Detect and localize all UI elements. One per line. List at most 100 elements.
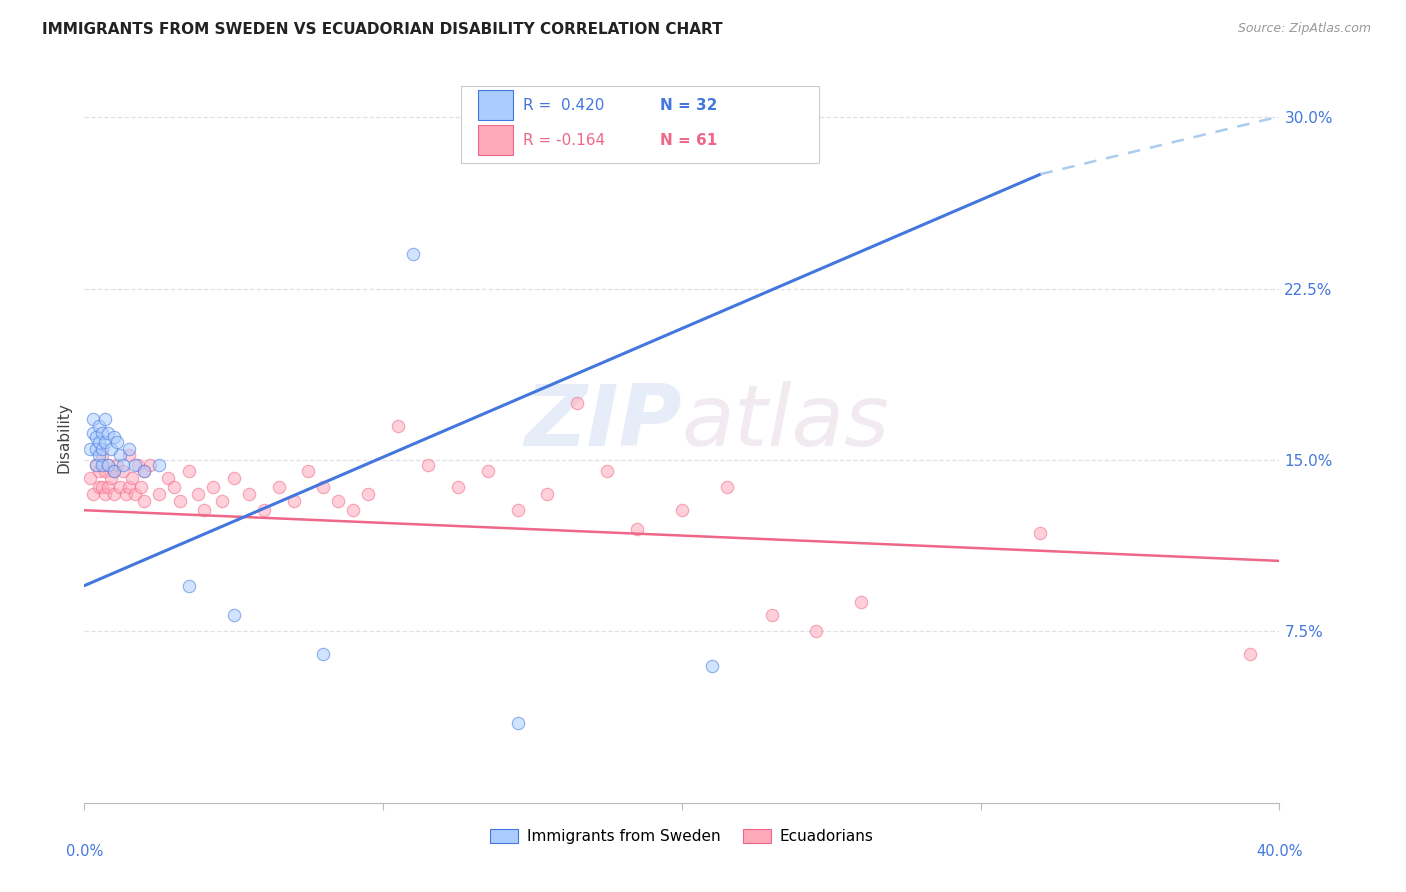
Point	[89, 464, 111, 478]
Point	[177, 464, 200, 478]
Text: IMMIGRANTS FROM SWEDEN VS ECUADORIAN DISABILITY CORRELATION CHART: IMMIGRANTS FROM SWEDEN VS ECUADORIAN DIS…	[42, 22, 723, 37]
Point	[132, 494, 156, 508]
Point	[124, 458, 146, 472]
Point	[97, 425, 120, 440]
Point	[89, 418, 111, 433]
Point	[1029, 526, 1052, 541]
Point	[94, 434, 117, 449]
Point	[82, 487, 104, 501]
Point	[97, 480, 120, 494]
Point	[115, 487, 138, 501]
Point	[806, 624, 828, 639]
Point	[267, 480, 290, 494]
Point	[94, 412, 117, 426]
Point	[761, 608, 783, 623]
Point	[91, 442, 114, 456]
Point	[94, 464, 117, 478]
Point	[91, 449, 114, 463]
Text: ZIP: ZIP	[524, 381, 682, 464]
Point	[148, 458, 170, 472]
Point	[89, 434, 111, 449]
Point	[132, 464, 156, 478]
Point	[222, 608, 245, 623]
Point	[201, 480, 224, 494]
Point	[312, 647, 335, 661]
Text: Source: ZipAtlas.com: Source: ZipAtlas.com	[1237, 22, 1371, 36]
Point	[91, 480, 114, 494]
Point	[118, 442, 141, 456]
Point	[387, 418, 409, 433]
Point	[124, 487, 146, 501]
Text: 0.0%: 0.0%	[66, 844, 103, 859]
Point	[112, 464, 135, 478]
Point	[97, 458, 120, 472]
Point	[169, 494, 191, 508]
Point	[253, 503, 276, 517]
Point	[129, 480, 152, 494]
Point	[283, 494, 305, 508]
FancyBboxPatch shape	[478, 89, 513, 120]
Point	[238, 487, 260, 501]
Point	[297, 464, 319, 478]
Point	[626, 521, 648, 535]
Point	[193, 503, 215, 517]
Point	[139, 458, 162, 472]
Point	[121, 471, 143, 485]
Point	[79, 442, 101, 456]
FancyBboxPatch shape	[478, 125, 513, 155]
Point	[94, 487, 117, 501]
Point	[447, 480, 470, 494]
Point	[110, 480, 132, 494]
Point	[86, 442, 108, 456]
Point	[328, 494, 350, 508]
Point	[1239, 647, 1261, 661]
Point	[112, 458, 135, 472]
Point	[163, 480, 186, 494]
Point	[222, 471, 245, 485]
Point	[100, 442, 122, 456]
Point	[506, 715, 529, 730]
Legend: Immigrants from Sweden, Ecuadorians: Immigrants from Sweden, Ecuadorians	[484, 822, 880, 850]
Text: N = 61: N = 61	[661, 133, 717, 147]
Point	[89, 449, 111, 463]
Point	[89, 480, 111, 494]
Point	[105, 458, 128, 472]
Point	[82, 412, 104, 426]
Point	[211, 494, 233, 508]
Point	[416, 458, 439, 472]
Point	[157, 471, 180, 485]
Point	[105, 434, 128, 449]
Point	[132, 464, 156, 478]
Point	[103, 464, 125, 478]
Point	[402, 247, 425, 261]
Point	[477, 464, 499, 478]
Point	[82, 425, 104, 440]
Point	[86, 430, 108, 444]
Point	[177, 579, 200, 593]
Point	[97, 458, 120, 472]
Point	[700, 658, 723, 673]
Point	[596, 464, 619, 478]
Point	[110, 449, 132, 463]
Point	[148, 487, 170, 501]
Point	[567, 396, 589, 410]
Point	[91, 458, 114, 472]
Point	[118, 480, 141, 494]
Point	[103, 430, 125, 444]
Point	[716, 480, 738, 494]
Point	[851, 595, 873, 609]
Point	[312, 480, 335, 494]
Y-axis label: Disability: Disability	[56, 401, 72, 473]
Text: R = -0.164: R = -0.164	[523, 133, 605, 147]
Point	[103, 487, 125, 501]
Text: atlas: atlas	[682, 381, 890, 464]
Point	[118, 449, 141, 463]
Point	[86, 458, 108, 472]
Text: N = 32: N = 32	[661, 97, 718, 112]
Point	[357, 487, 380, 501]
Point	[91, 425, 114, 440]
Point	[100, 471, 122, 485]
Point	[103, 464, 125, 478]
Point	[127, 458, 149, 472]
Point	[79, 471, 101, 485]
